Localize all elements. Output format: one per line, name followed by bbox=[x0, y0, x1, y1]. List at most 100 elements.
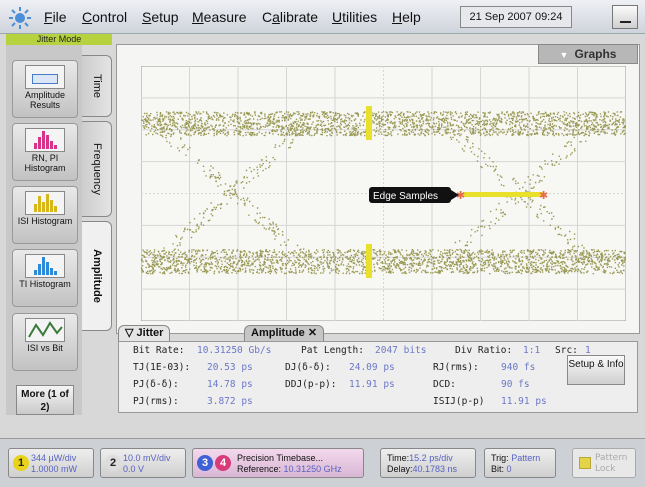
graphs-label: Graphs bbox=[574, 47, 617, 61]
tab-jitter[interactable]: ▽ Jitter bbox=[118, 325, 171, 341]
channel-3-badge: 3 bbox=[197, 455, 213, 471]
menu-measure[interactable]: Measure bbox=[192, 9, 247, 25]
tab-label: Amplitude bbox=[90, 249, 103, 303]
results-row: PJ(δ-δ): 14.78 ps DDJ(p-p): 11.91 ps DCD… bbox=[119, 378, 639, 392]
setup-info-button[interactable]: Setup & Info bbox=[567, 355, 625, 385]
edge-marker-right-icon: ✱ bbox=[539, 189, 548, 202]
button-label: ISI Histogram bbox=[17, 216, 73, 226]
close-icon[interactable]: ✕ bbox=[304, 327, 318, 339]
isi-vs-bit-icon bbox=[25, 318, 65, 342]
channel-1-badge: 1 bbox=[13, 455, 29, 471]
tab-label: Frequency bbox=[90, 143, 103, 195]
channel-2-button[interactable]: 2 10.0 mV/div 0.0 V bbox=[100, 448, 186, 478]
eye-diagram: ✱ ✱ Edge Samples bbox=[141, 66, 626, 321]
chevron-down-icon: ▽ bbox=[125, 327, 137, 339]
dj-label: DJ(δ-δ): bbox=[285, 362, 331, 373]
bit-value: 0 bbox=[506, 464, 512, 474]
datetime-display: 21 Sep 2007 09:24 bbox=[460, 6, 572, 28]
rj-label: RJ(rms): bbox=[433, 362, 479, 373]
histogram-icon bbox=[25, 254, 65, 278]
histogram-icon bbox=[25, 191, 65, 215]
tj-value: 20.53 ps bbox=[207, 362, 253, 373]
ch1-scale: 344 µW/div bbox=[31, 453, 77, 463]
div-ratio-value: 1:1 bbox=[523, 345, 541, 356]
jitter-results-panel: Bit Rate: 10.31250 Gb/s Pat Length: 2047… bbox=[118, 341, 638, 413]
src-value: 1 bbox=[585, 345, 591, 356]
edge-sample-crossing bbox=[463, 192, 543, 197]
menu-file[interactable]: File bbox=[44, 9, 67, 25]
trigger-button[interactable]: Trig: Pattern Bit: 0 bbox=[484, 448, 556, 478]
status-bar: 1 344 µW/div 1.0000 mW 2 10.0 mV/div 0.0 V… bbox=[0, 438, 645, 487]
button-label: RN, PI Histogram bbox=[24, 153, 66, 173]
delay-label: Delay: bbox=[387, 464, 413, 474]
ddj-value: 11.91 ps bbox=[349, 379, 395, 390]
channel-1-button[interactable]: 1 344 µW/div 1.0000 mW bbox=[8, 448, 94, 478]
histogram-icon bbox=[25, 128, 65, 152]
button-label: TI Histogram bbox=[19, 279, 71, 289]
bit-rate-label: Bit Rate: bbox=[133, 345, 185, 356]
edge-sample-bottom bbox=[366, 244, 372, 278]
results-row: TJ(1E-03): 20.53 ps DJ(δ-δ): 24.09 ps RJ… bbox=[119, 361, 639, 375]
menu-setup[interactable]: Setup bbox=[142, 9, 179, 25]
eye-trace-samples bbox=[141, 111, 626, 275]
tab-amplitude-results[interactable]: Amplitude ✕ bbox=[244, 325, 325, 341]
src-label: Src: bbox=[555, 345, 578, 356]
channel-4-badge: 4 bbox=[215, 455, 231, 471]
time-label: Time: bbox=[387, 453, 410, 463]
tj-label: TJ(1E-03): bbox=[133, 362, 191, 373]
edge-samples-callout: Edge Samples bbox=[369, 187, 459, 203]
rj-value: 940 fs bbox=[501, 362, 536, 373]
pattern-lock-button[interactable]: Pattern Lock bbox=[572, 448, 636, 478]
rn-pi-histogram-button[interactable]: RN, PI Histogram bbox=[12, 123, 78, 181]
tab-label: Jitter bbox=[136, 327, 164, 339]
pj-label: PJ(δ-δ): bbox=[133, 379, 179, 390]
tab-frequency[interactable]: Frequency bbox=[82, 121, 112, 217]
results-row: PJ(rms): 3.872 ps ISIJ(p-p) 11.91 ps bbox=[119, 395, 639, 409]
pat-length-label: Pat Length: bbox=[301, 345, 364, 356]
dj-value: 24.09 ps bbox=[349, 362, 395, 373]
timebase-button[interactable]: 3 4 Precision Timebase... Reference: 10.3… bbox=[192, 448, 364, 478]
time-delay-button[interactable]: Time:15.2 ps/div Delay:40.1783 ns bbox=[380, 448, 476, 478]
minimize-button[interactable] bbox=[612, 5, 638, 29]
trig-label: Trig: bbox=[491, 453, 509, 463]
tab-label: Time bbox=[90, 73, 103, 99]
minimize-icon bbox=[620, 21, 631, 23]
div-ratio-label: Div Ratio: bbox=[455, 345, 513, 356]
button-label: ISI vs Bit bbox=[27, 343, 63, 353]
time-value: 15.2 ps/div bbox=[409, 453, 453, 463]
more-button[interactable]: More (1 of 2) bbox=[16, 385, 74, 415]
bit-label: Bit: bbox=[491, 464, 505, 474]
tab-amplitude[interactable]: Amplitude bbox=[82, 221, 112, 331]
app-logo-icon[interactable] bbox=[8, 6, 32, 30]
callout-box bbox=[369, 187, 451, 203]
pat-length-value: 2047 bits bbox=[375, 345, 427, 356]
edge-samples: ✱ ✱ bbox=[366, 106, 548, 278]
amplitude-results-button[interactable]: Amplitude Results bbox=[12, 60, 78, 118]
callout-pointer bbox=[451, 190, 459, 200]
isi-vs-bit-button[interactable]: ISI vs Bit bbox=[12, 313, 78, 371]
ddj-label: DDJ(p-p): bbox=[285, 379, 337, 390]
left-button-panel: Amplitude Results RN, PI Histogram ISI H… bbox=[6, 45, 82, 415]
ti-histogram-button[interactable]: TI Histogram bbox=[12, 249, 78, 307]
menu-bar: File Control Setup Measure Calibrate Uti… bbox=[0, 0, 645, 34]
menu-calibrate[interactable]: Calibrate bbox=[262, 9, 319, 25]
pattern-lock-label: Pattern Lock bbox=[595, 453, 628, 474]
menu-control[interactable]: Control bbox=[82, 9, 128, 25]
menu-utilities[interactable]: Utilities bbox=[332, 9, 378, 25]
graphs-dropdown[interactable]: ▼ Graphs bbox=[538, 44, 638, 64]
menu-help[interactable]: Help bbox=[392, 9, 421, 25]
channel-2-badge: 2 bbox=[105, 455, 121, 471]
isij-value: 11.91 ps bbox=[501, 396, 547, 407]
bit-rate-value: 10.31250 Gb/s bbox=[197, 345, 272, 356]
callout-label: Edge Samples bbox=[373, 191, 438, 202]
isij-label: ISIJ(p-p) bbox=[433, 396, 485, 407]
pj-rms-label: PJ(rms): bbox=[133, 396, 179, 407]
results-row: Bit Rate: 10.31250 Gb/s Pat Length: 2047… bbox=[119, 344, 639, 358]
ch2-offset: 0.0 V bbox=[123, 464, 145, 474]
isi-histogram-button[interactable]: ISI Histogram bbox=[12, 186, 78, 244]
tab-time[interactable]: Time bbox=[82, 55, 112, 117]
ch1-offset: 1.0000 mW bbox=[31, 464, 78, 474]
side-tabs: Time Frequency Amplitude bbox=[82, 45, 112, 345]
pj-value: 14.78 ps bbox=[207, 379, 253, 390]
dcd-label: DCD: bbox=[433, 379, 456, 390]
